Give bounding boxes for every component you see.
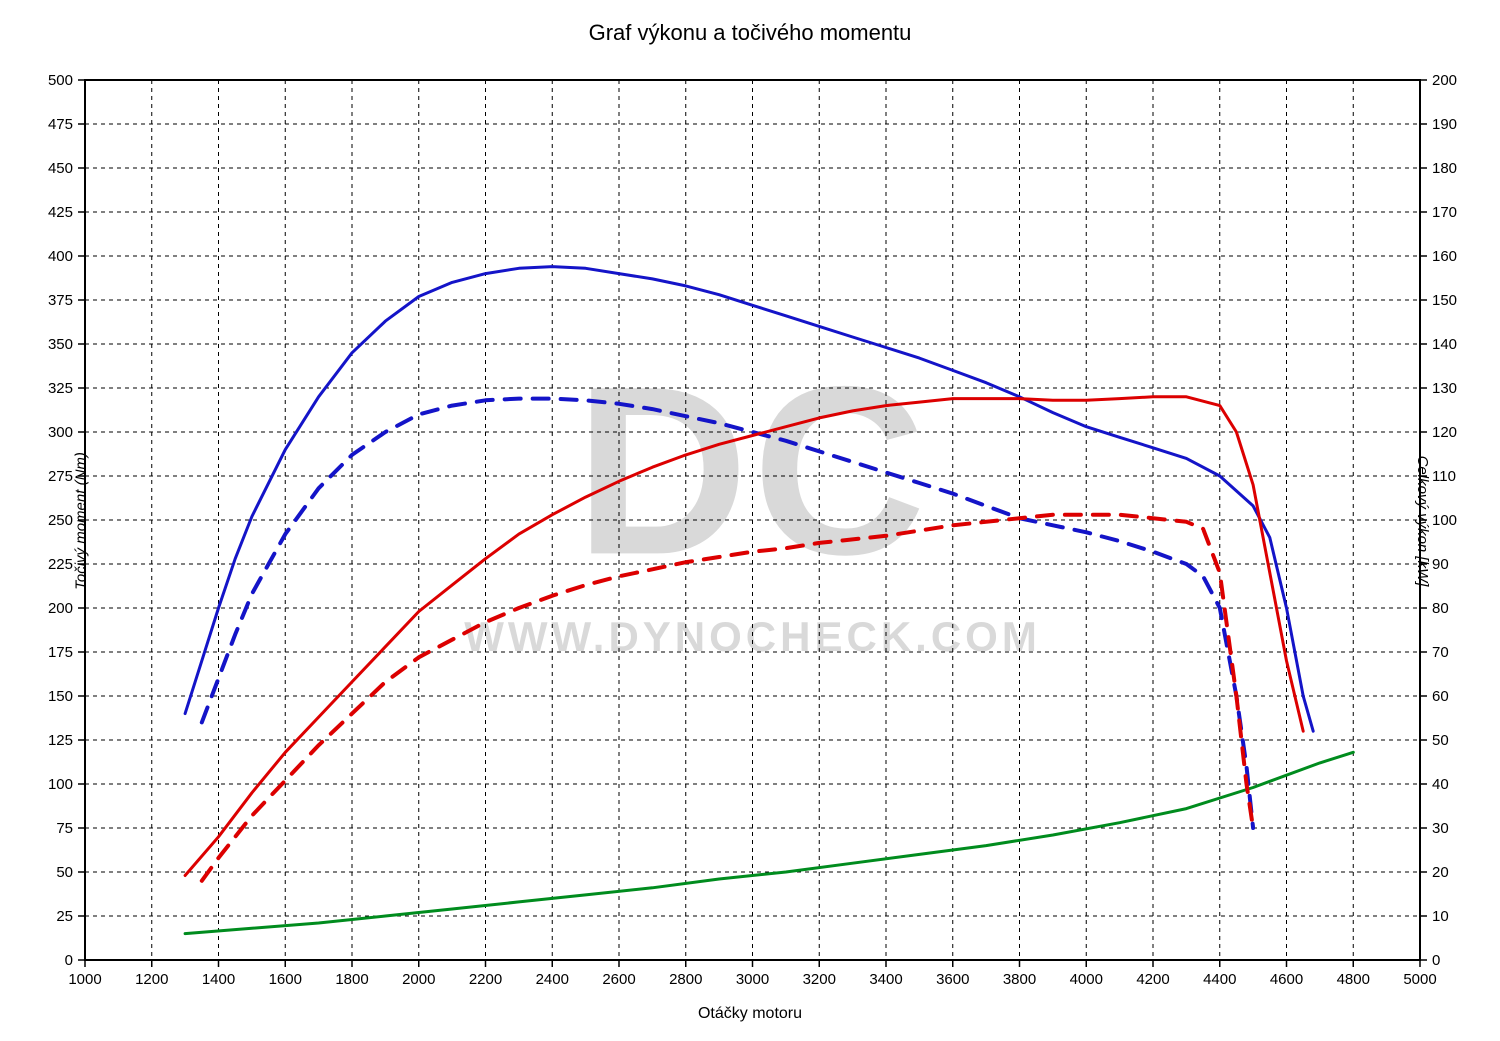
y-right-tick-label: 120 bbox=[1432, 424, 1457, 441]
y-right-tick-label: 90 bbox=[1432, 556, 1449, 573]
y-right-tick-label: 10 bbox=[1432, 908, 1449, 925]
y-left-tick-label: 225 bbox=[48, 556, 73, 573]
y-left-tick-label: 25 bbox=[56, 908, 73, 925]
y-left-tick-label: 325 bbox=[48, 380, 73, 397]
y-left-tick-label: 0 bbox=[65, 952, 73, 969]
y-right-tick-label: 40 bbox=[1432, 776, 1449, 793]
watermark-url: WWW.DYNOCHECK.COM bbox=[464, 613, 1041, 660]
y-left-tick-label: 450 bbox=[48, 160, 73, 177]
y-right-tick-label: 50 bbox=[1432, 732, 1449, 749]
y-right-tick-label: 180 bbox=[1432, 160, 1457, 177]
y-right-tick-label: 140 bbox=[1432, 336, 1457, 353]
x-tick-label: 2200 bbox=[469, 971, 502, 988]
y-left-tick-label: 125 bbox=[48, 732, 73, 749]
x-tick-label: 1600 bbox=[269, 971, 302, 988]
x-tick-label: 3600 bbox=[936, 971, 969, 988]
x-tick-label: 2600 bbox=[602, 971, 635, 988]
x-tick-label: 5000 bbox=[1403, 971, 1436, 988]
y-right-tick-label: 80 bbox=[1432, 600, 1449, 617]
dyno-chart: Graf výkonu a točivého momentu Otáčky mo… bbox=[0, 0, 1500, 1041]
y-right-tick-label: 150 bbox=[1432, 292, 1457, 309]
y-right-tick-label: 130 bbox=[1432, 380, 1457, 397]
y-left-tick-label: 150 bbox=[48, 688, 73, 705]
y-left-tick-label: 50 bbox=[56, 864, 73, 881]
x-tick-label: 3400 bbox=[869, 971, 902, 988]
y-right-tick-label: 110 bbox=[1432, 468, 1456, 485]
x-tick-label: 1800 bbox=[335, 971, 368, 988]
y-left-tick-label: 75 bbox=[56, 820, 73, 837]
x-tick-label: 4800 bbox=[1337, 971, 1370, 988]
x-tick-label: 1000 bbox=[68, 971, 101, 988]
y-left-tick-label: 400 bbox=[48, 248, 73, 265]
y-right-tick-label: 100 bbox=[1432, 512, 1457, 529]
series-loss bbox=[185, 752, 1353, 933]
x-tick-label: 3800 bbox=[1003, 971, 1036, 988]
x-tick-label: 4400 bbox=[1203, 971, 1236, 988]
grid: 1000120014001600180020002200240026002800… bbox=[48, 72, 1457, 988]
x-tick-label: 4200 bbox=[1136, 971, 1169, 988]
y-left-tick-label: 100 bbox=[48, 776, 73, 793]
x-tick-label: 2000 bbox=[402, 971, 435, 988]
x-tick-label: 3000 bbox=[736, 971, 769, 988]
y-right-tick-label: 190 bbox=[1432, 116, 1457, 133]
y-left-tick-label: 275 bbox=[48, 468, 73, 485]
x-tick-label: 1200 bbox=[135, 971, 168, 988]
x-tick-label: 4000 bbox=[1070, 971, 1103, 988]
y-left-tick-label: 475 bbox=[48, 116, 73, 133]
y-left-tick-label: 175 bbox=[48, 644, 73, 661]
y-right-tick-label: 60 bbox=[1432, 688, 1449, 705]
y-left-tick-label: 200 bbox=[48, 600, 73, 617]
y-right-tick-label: 170 bbox=[1432, 204, 1457, 221]
y-left-tick-label: 300 bbox=[48, 424, 73, 441]
y-right-tick-label: 200 bbox=[1432, 72, 1457, 89]
y-left-tick-label: 425 bbox=[48, 204, 73, 221]
x-tick-label: 2400 bbox=[536, 971, 569, 988]
x-tick-label: 1400 bbox=[202, 971, 235, 988]
y-left-tick-label: 375 bbox=[48, 292, 73, 309]
x-tick-label: 3200 bbox=[803, 971, 836, 988]
y-left-tick-label: 500 bbox=[48, 72, 73, 89]
y-right-tick-label: 20 bbox=[1432, 864, 1449, 881]
y-right-tick-label: 30 bbox=[1432, 820, 1449, 837]
y-left-tick-label: 350 bbox=[48, 336, 73, 353]
x-tick-label: 4600 bbox=[1270, 971, 1303, 988]
y-right-tick-label: 70 bbox=[1432, 644, 1449, 661]
x-tick-label: 2800 bbox=[669, 971, 702, 988]
plot-svg: DCWWW.DYNOCHECK.COM100012001400160018002… bbox=[0, 0, 1500, 1041]
y-right-tick-label: 0 bbox=[1432, 952, 1440, 969]
y-right-tick-label: 160 bbox=[1432, 248, 1457, 265]
y-left-tick-label: 250 bbox=[48, 512, 73, 529]
